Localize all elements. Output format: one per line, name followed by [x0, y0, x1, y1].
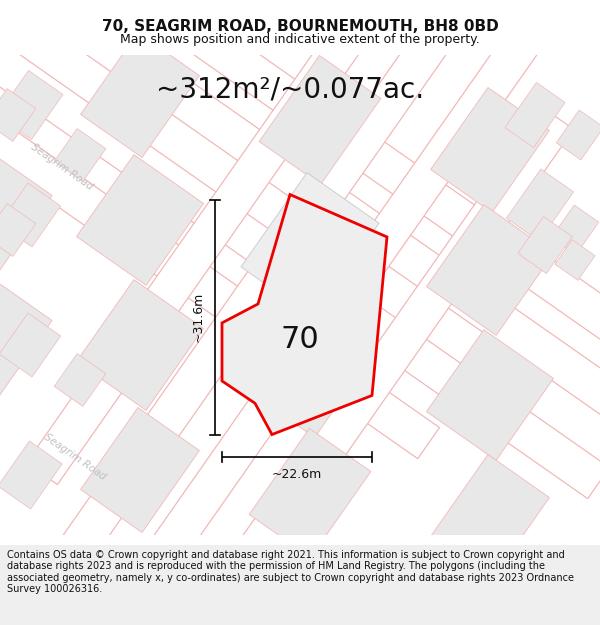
Polygon shape — [0, 71, 63, 139]
Polygon shape — [77, 154, 203, 286]
Polygon shape — [0, 183, 61, 247]
Polygon shape — [0, 147, 52, 273]
Polygon shape — [0, 0, 440, 459]
Text: 70: 70 — [280, 324, 319, 354]
Polygon shape — [241, 173, 379, 318]
Polygon shape — [431, 88, 550, 212]
Polygon shape — [40, 0, 600, 539]
Polygon shape — [518, 216, 572, 274]
Polygon shape — [0, 272, 52, 398]
Polygon shape — [190, 21, 600, 569]
Polygon shape — [26, 0, 574, 625]
Polygon shape — [26, 107, 574, 625]
Polygon shape — [555, 239, 595, 281]
Polygon shape — [427, 329, 553, 461]
Polygon shape — [506, 169, 574, 241]
Polygon shape — [54, 129, 106, 181]
Polygon shape — [505, 82, 565, 148]
Text: Seagrim Road: Seagrim Road — [42, 432, 108, 482]
Text: ~22.6m: ~22.6m — [272, 468, 322, 481]
Polygon shape — [80, 408, 199, 532]
Polygon shape — [77, 279, 203, 411]
Polygon shape — [249, 429, 371, 558]
Polygon shape — [431, 454, 550, 579]
Polygon shape — [0, 204, 36, 256]
Polygon shape — [427, 204, 553, 336]
Polygon shape — [26, 0, 574, 609]
Polygon shape — [245, 302, 375, 438]
Polygon shape — [556, 110, 600, 160]
Polygon shape — [26, 0, 574, 484]
Polygon shape — [0, 441, 62, 509]
Polygon shape — [0, 0, 600, 499]
Text: ~312m²/~0.077ac.: ~312m²/~0.077ac. — [156, 76, 424, 104]
Text: Seagrim Road: Seagrim Road — [29, 141, 95, 192]
Polygon shape — [80, 32, 199, 158]
Polygon shape — [259, 56, 381, 184]
Text: Contains OS data © Crown copyright and database right 2021. This information is : Contains OS data © Crown copyright and d… — [7, 549, 574, 594]
Text: ~31.6m: ~31.6m — [191, 292, 205, 342]
Polygon shape — [551, 205, 599, 255]
Polygon shape — [54, 354, 106, 406]
Polygon shape — [0, 89, 36, 141]
Text: Map shows position and indicative extent of the property.: Map shows position and indicative extent… — [120, 34, 480, 46]
Polygon shape — [0, 313, 61, 377]
Text: 70, SEAGRIM ROAD, BOURNEMOUTH, BH8 0BD: 70, SEAGRIM ROAD, BOURNEMOUTH, BH8 0BD — [101, 19, 499, 34]
Polygon shape — [222, 194, 387, 434]
